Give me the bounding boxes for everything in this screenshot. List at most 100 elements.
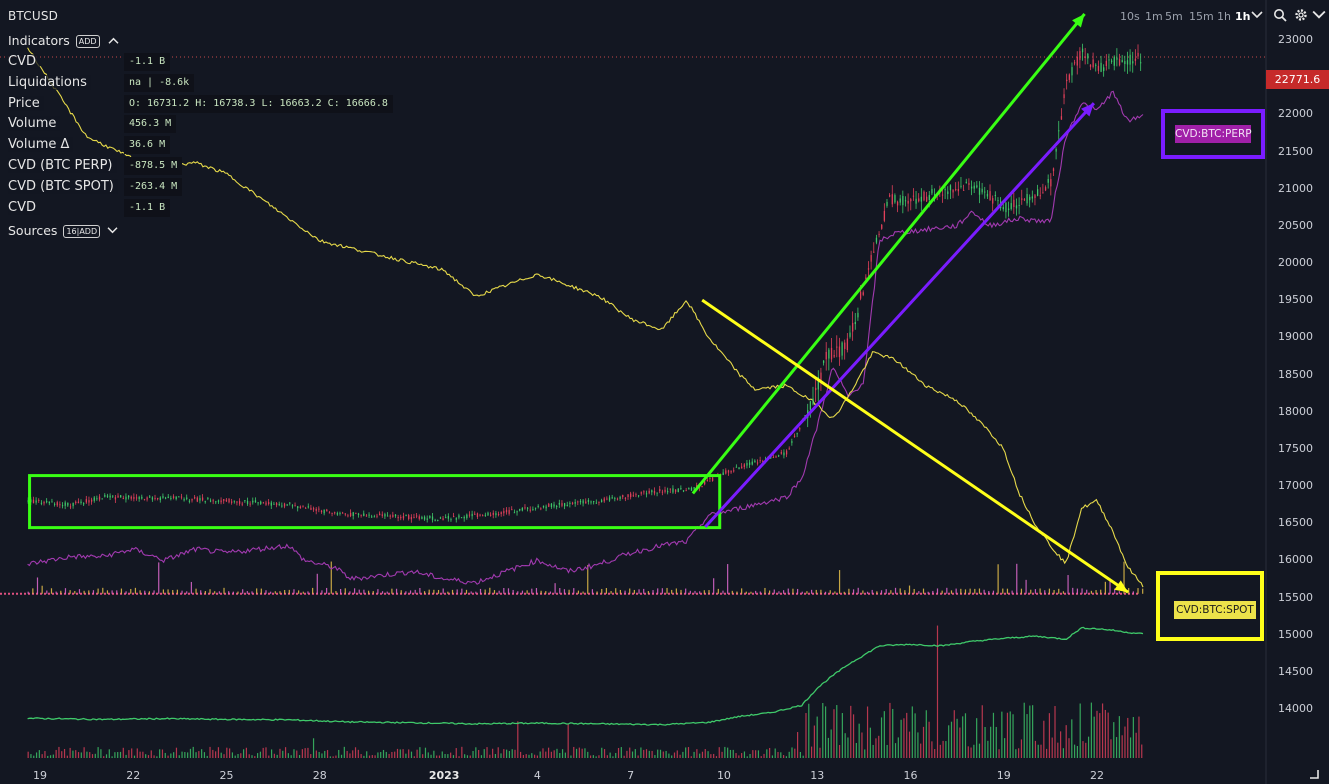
candle-body bbox=[912, 195, 915, 197]
timeframe-1h-active[interactable]: 1h bbox=[1235, 10, 1251, 23]
candle-body bbox=[1026, 194, 1028, 204]
volume-bar bbox=[844, 733, 846, 758]
volume-bar bbox=[659, 749, 662, 758]
indicator-row[interactable]: Volume 456.3 M bbox=[8, 115, 428, 134]
candle-body bbox=[970, 186, 973, 189]
volume-bar bbox=[1087, 736, 1090, 758]
candle-body bbox=[915, 198, 917, 204]
indicators-title: Indicators bbox=[8, 33, 70, 48]
candle-body bbox=[101, 498, 103, 500]
liquidation-bar bbox=[69, 590, 71, 594]
volume-bar bbox=[528, 754, 530, 758]
indicator-row[interactable]: Price O: 16731.2 H: 16738.3 L: 16663.2 C:… bbox=[8, 94, 428, 114]
last-price-tag: 22771.6 bbox=[1266, 70, 1329, 89]
volume-bar bbox=[869, 727, 871, 758]
volume-bar bbox=[634, 749, 636, 758]
candle-body bbox=[225, 499, 228, 502]
volume-bar bbox=[522, 754, 525, 758]
volume-bar bbox=[100, 749, 102, 758]
gear-icon[interactable] bbox=[1294, 8, 1308, 22]
symbol-label[interactable]: BTCUSD bbox=[8, 9, 59, 23]
volume-bar bbox=[1026, 714, 1028, 758]
indicator-row[interactable]: CVD -1.1 B bbox=[8, 198, 428, 218]
indicator-row[interactable]: CVD (BTC PERP) -878.5 M bbox=[8, 157, 428, 176]
candle-body bbox=[167, 496, 169, 498]
timeframe-5m[interactable]: 5m bbox=[1165, 10, 1183, 23]
volume-cvd-line bbox=[27, 626, 1144, 726]
liquidation-bar bbox=[251, 591, 253, 594]
chevron-up-icon[interactable] bbox=[108, 36, 119, 45]
liquidation-bar bbox=[531, 588, 533, 594]
volume-bar bbox=[587, 751, 589, 758]
candle-body bbox=[228, 498, 230, 503]
volume-bar bbox=[950, 721, 953, 758]
liquidation-bar bbox=[274, 591, 276, 594]
chevron-down-icon[interactable] bbox=[1312, 8, 1326, 22]
liquidation-bar bbox=[750, 591, 752, 594]
liquidation-bar bbox=[270, 591, 272, 594]
liquidation-bar bbox=[787, 588, 789, 594]
indicator-row[interactable]: Liquidations na | -8.6k bbox=[8, 73, 428, 93]
timeframe-1h[interactable]: 1h bbox=[1217, 10, 1231, 23]
indicator-value: O: 16731.2 H: 16738.3 L: 16663.2 C: 1666… bbox=[124, 94, 393, 113]
candle-body bbox=[32, 499, 35, 504]
liquidation-bar bbox=[591, 589, 594, 594]
volume-bar bbox=[290, 755, 292, 758]
timeframe-1m[interactable]: 1m bbox=[1145, 10, 1163, 23]
sources-count[interactable]: 16|ADD bbox=[63, 225, 101, 238]
chevron-down-icon[interactable] bbox=[107, 226, 118, 235]
volume-bar bbox=[1046, 748, 1048, 758]
volume-bar bbox=[766, 749, 768, 758]
liquidation-bar bbox=[1109, 579, 1111, 594]
timeframe-10s[interactable]: 10s bbox=[1120, 10, 1140, 23]
candle-body bbox=[540, 508, 542, 510]
candle-body bbox=[233, 500, 235, 502]
timeframe-15m[interactable]: 15m bbox=[1189, 10, 1214, 23]
volume-bar bbox=[908, 731, 911, 758]
volume-bar bbox=[394, 751, 396, 758]
volume-bar bbox=[1101, 703, 1104, 758]
liquidation-bar bbox=[932, 590, 934, 594]
candle-body bbox=[579, 500, 582, 503]
volume-bar bbox=[539, 751, 541, 758]
candle-body bbox=[254, 500, 257, 503]
volume-bar bbox=[145, 754, 147, 758]
candle-body bbox=[553, 504, 555, 507]
volume-bar bbox=[368, 755, 371, 758]
volume-bar bbox=[866, 706, 869, 758]
search-icon[interactable] bbox=[1273, 8, 1287, 22]
volume-bar bbox=[760, 756, 762, 758]
indicator-name: CVD (BTC SPOT) bbox=[8, 178, 118, 194]
liquidation-bar bbox=[759, 591, 761, 594]
candle-body bbox=[376, 515, 378, 517]
liquidation-bar bbox=[120, 588, 123, 594]
volume-bar bbox=[346, 750, 348, 758]
chevron-down-icon[interactable] bbox=[1251, 10, 1263, 20]
candle-body bbox=[421, 517, 423, 519]
volume-bar bbox=[215, 751, 217, 758]
candle-body bbox=[455, 518, 457, 520]
liquidation-bar bbox=[1039, 588, 1041, 594]
indicator-row[interactable]: CVD -1.1 B bbox=[8, 53, 428, 72]
volume-bar bbox=[914, 713, 916, 758]
liquidation-bar bbox=[1086, 589, 1088, 594]
liquidation-bar bbox=[503, 587, 505, 594]
volume-bar bbox=[223, 754, 225, 758]
volume-bar bbox=[858, 723, 860, 758]
volume-bar bbox=[229, 748, 231, 758]
candle-body bbox=[503, 511, 505, 514]
candle-body bbox=[373, 516, 376, 518]
volume-bar bbox=[1018, 748, 1020, 758]
indicators-header[interactable]: Indicators ADD bbox=[8, 33, 119, 48]
candle-body bbox=[669, 488, 671, 490]
liquidation-bar bbox=[535, 588, 538, 594]
indicator-row[interactable]: Volume Δ 36.6 M bbox=[8, 136, 428, 155]
liquidation-bar bbox=[284, 589, 286, 594]
add-indicator-button[interactable]: ADD bbox=[75, 35, 100, 48]
volume-bar bbox=[556, 748, 558, 758]
indicator-row[interactable]: CVD (BTC SPOT) -263.4 M bbox=[8, 177, 428, 197]
volume-bar bbox=[220, 752, 222, 758]
candle-body bbox=[162, 496, 164, 498]
sources-header[interactable]: Sources 16|ADD bbox=[8, 223, 118, 238]
